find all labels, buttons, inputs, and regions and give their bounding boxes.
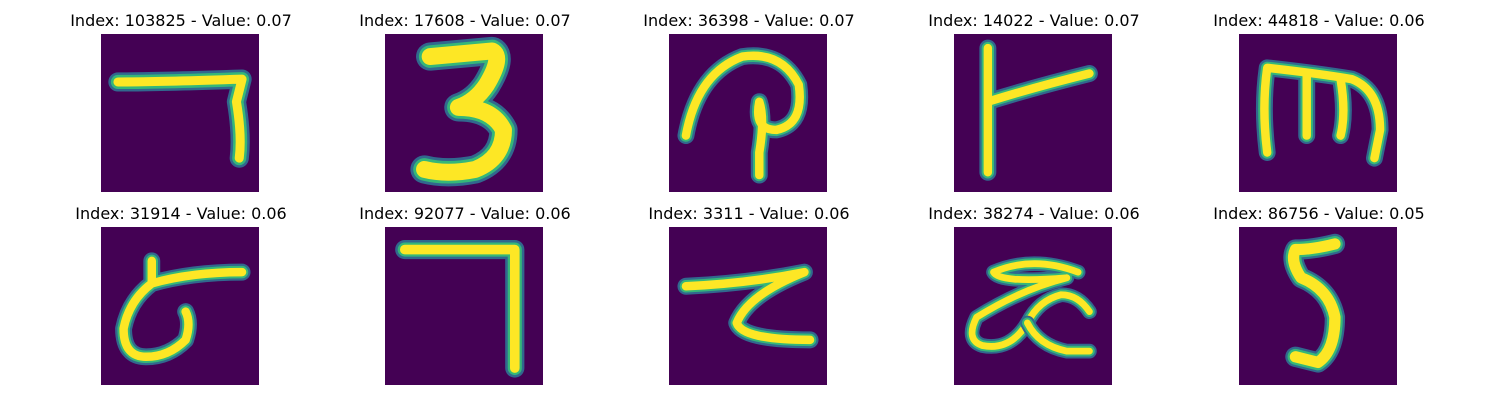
glyph-image: [385, 227, 543, 385]
glyph-image: [954, 227, 1112, 385]
glyph-image: [1239, 34, 1397, 192]
panel-10: Index: 86756 - Value: 0.05: [1189, 204, 1449, 385]
glyph-image: [669, 34, 827, 192]
glyph-image: [954, 34, 1112, 192]
glyph-image: [101, 227, 259, 385]
panel-7: Index: 92077 - Value: 0.06: [335, 204, 595, 385]
panel-9: Index: 38274 - Value: 0.06: [904, 204, 1164, 385]
panel-title: Index: 103825 - Value: 0.07: [70, 11, 292, 30]
panel-title: Index: 3311 - Value: 0.06: [648, 204, 850, 223]
panel-1: Index: 103825 - Value: 0.07: [51, 11, 311, 192]
panel-5: Index: 44818 - Value: 0.06: [1189, 11, 1449, 192]
panel-title: Index: 92077 - Value: 0.06: [359, 204, 571, 223]
panel-title: Index: 38274 - Value: 0.06: [928, 204, 1140, 223]
panel-8: Index: 3311 - Value: 0.06: [619, 204, 879, 385]
panel-2: Index: 17608 - Value: 0.07: [335, 11, 595, 192]
panel-title: Index: 17608 - Value: 0.07: [359, 11, 571, 30]
glyph-image: [1239, 227, 1397, 385]
glyph-image: [385, 34, 543, 192]
panel-title: Index: 36398 - Value: 0.07: [643, 11, 855, 30]
panel-title: Index: 86756 - Value: 0.05: [1213, 204, 1425, 223]
panel-3: Index: 36398 - Value: 0.07: [619, 11, 879, 192]
panel-6: Index: 31914 - Value: 0.06: [51, 204, 311, 385]
glyph-image: [101, 34, 259, 192]
panel-title: Index: 31914 - Value: 0.06: [75, 204, 287, 223]
panel-title: Index: 14022 - Value: 0.07: [928, 11, 1140, 30]
glyph-image: [669, 227, 827, 385]
panel-4: Index: 14022 - Value: 0.07: [904, 11, 1164, 192]
panel-title: Index: 44818 - Value: 0.06: [1213, 11, 1425, 30]
